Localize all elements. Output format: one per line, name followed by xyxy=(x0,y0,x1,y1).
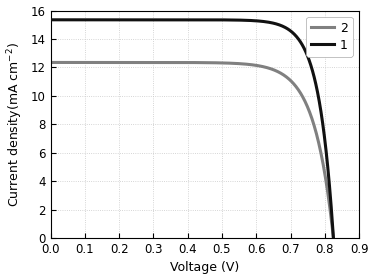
2 xyxy=(280,73,285,76)
2 xyxy=(331,236,335,240)
2 xyxy=(201,61,206,64)
1 xyxy=(48,18,53,22)
2 xyxy=(183,61,187,64)
1 xyxy=(324,154,329,158)
Line: 1: 1 xyxy=(50,20,333,238)
X-axis label: Voltage (V): Voltage (V) xyxy=(170,262,239,274)
2 xyxy=(324,183,329,186)
1 xyxy=(183,18,187,22)
2 xyxy=(217,61,221,64)
Legend: 2, 1: 2, 1 xyxy=(306,17,353,57)
1 xyxy=(280,24,285,28)
Line: 2: 2 xyxy=(50,62,333,238)
2 xyxy=(184,61,189,64)
1 xyxy=(184,18,189,22)
1 xyxy=(331,236,335,240)
Y-axis label: Current density(mA cm$^{-2}$): Current density(mA cm$^{-2}$) xyxy=(6,42,25,207)
1 xyxy=(201,18,206,22)
2 xyxy=(48,61,53,64)
1 xyxy=(217,18,221,22)
